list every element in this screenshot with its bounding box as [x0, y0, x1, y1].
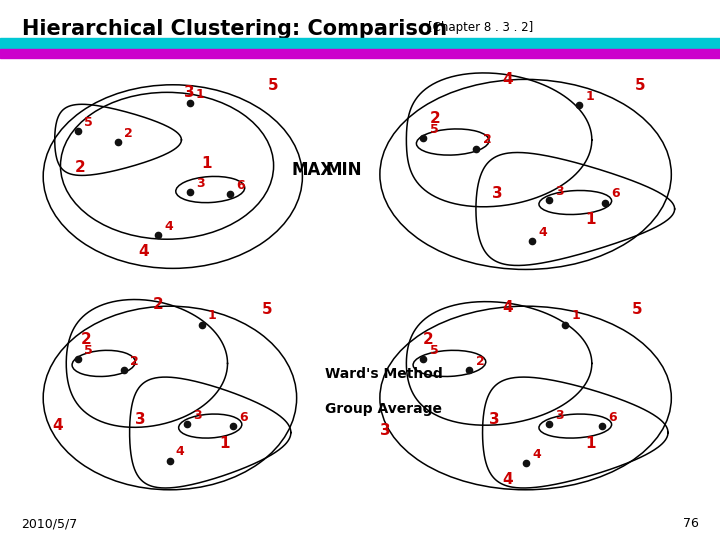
Text: 5: 5: [84, 344, 92, 357]
Text: 4: 4: [503, 300, 513, 315]
Text: 3: 3: [555, 185, 564, 198]
Text: 2010/5/7: 2010/5/7: [22, 517, 78, 530]
Text: 5: 5: [84, 116, 92, 129]
Text: 3: 3: [380, 423, 390, 438]
Text: 1: 1: [219, 436, 230, 451]
Text: Group Average: Group Average: [325, 402, 442, 416]
Text: [Chapter 8 . 3 . 2]: [Chapter 8 . 3 . 2]: [428, 21, 534, 33]
Text: 6: 6: [236, 179, 245, 192]
Text: 5: 5: [631, 302, 642, 317]
Text: 3: 3: [492, 186, 503, 201]
Text: 2: 2: [430, 111, 441, 126]
Text: Ward's Method: Ward's Method: [325, 367, 444, 381]
Text: 3: 3: [184, 85, 195, 100]
Text: 4: 4: [539, 226, 548, 239]
Text: 3: 3: [489, 412, 500, 427]
Text: 6: 6: [239, 411, 248, 424]
Text: 2: 2: [124, 127, 132, 140]
Text: Hierarchical Clustering: Comparison: Hierarchical Clustering: Comparison: [22, 19, 446, 39]
Text: MIN: MIN: [325, 161, 362, 179]
Text: 4: 4: [176, 446, 184, 458]
Text: 3: 3: [555, 409, 564, 422]
Text: 4: 4: [52, 418, 63, 434]
Text: 4: 4: [138, 245, 149, 260]
Text: 3: 3: [193, 409, 202, 422]
Text: 1: 1: [202, 156, 212, 171]
Text: 3: 3: [135, 412, 146, 427]
Text: 2: 2: [81, 332, 91, 347]
Text: 2: 2: [482, 133, 491, 146]
Text: 4: 4: [503, 72, 513, 87]
Text: 6: 6: [612, 187, 621, 200]
Text: 5: 5: [430, 344, 438, 357]
Text: 5: 5: [268, 78, 279, 93]
Text: 1: 1: [585, 90, 594, 103]
Text: 2: 2: [130, 355, 138, 368]
Text: 2: 2: [75, 160, 86, 176]
Text: 1: 1: [585, 212, 595, 227]
Text: 1: 1: [572, 309, 581, 322]
Text: 1: 1: [196, 88, 204, 101]
Text: 4: 4: [532, 448, 541, 461]
Text: 5: 5: [262, 302, 273, 317]
Text: 2: 2: [153, 298, 163, 313]
Text: 6: 6: [608, 411, 617, 424]
Text: 5: 5: [430, 123, 438, 136]
Text: 1: 1: [585, 436, 595, 451]
Text: 2: 2: [476, 355, 485, 368]
Text: 76: 76: [683, 517, 698, 530]
Text: 4: 4: [164, 220, 173, 233]
Text: 5: 5: [635, 78, 646, 93]
Text: 2: 2: [423, 332, 433, 347]
Text: 3: 3: [196, 177, 204, 190]
Text: 1: 1: [207, 309, 216, 322]
Text: 4: 4: [503, 472, 513, 488]
Text: MAX: MAX: [292, 161, 333, 179]
